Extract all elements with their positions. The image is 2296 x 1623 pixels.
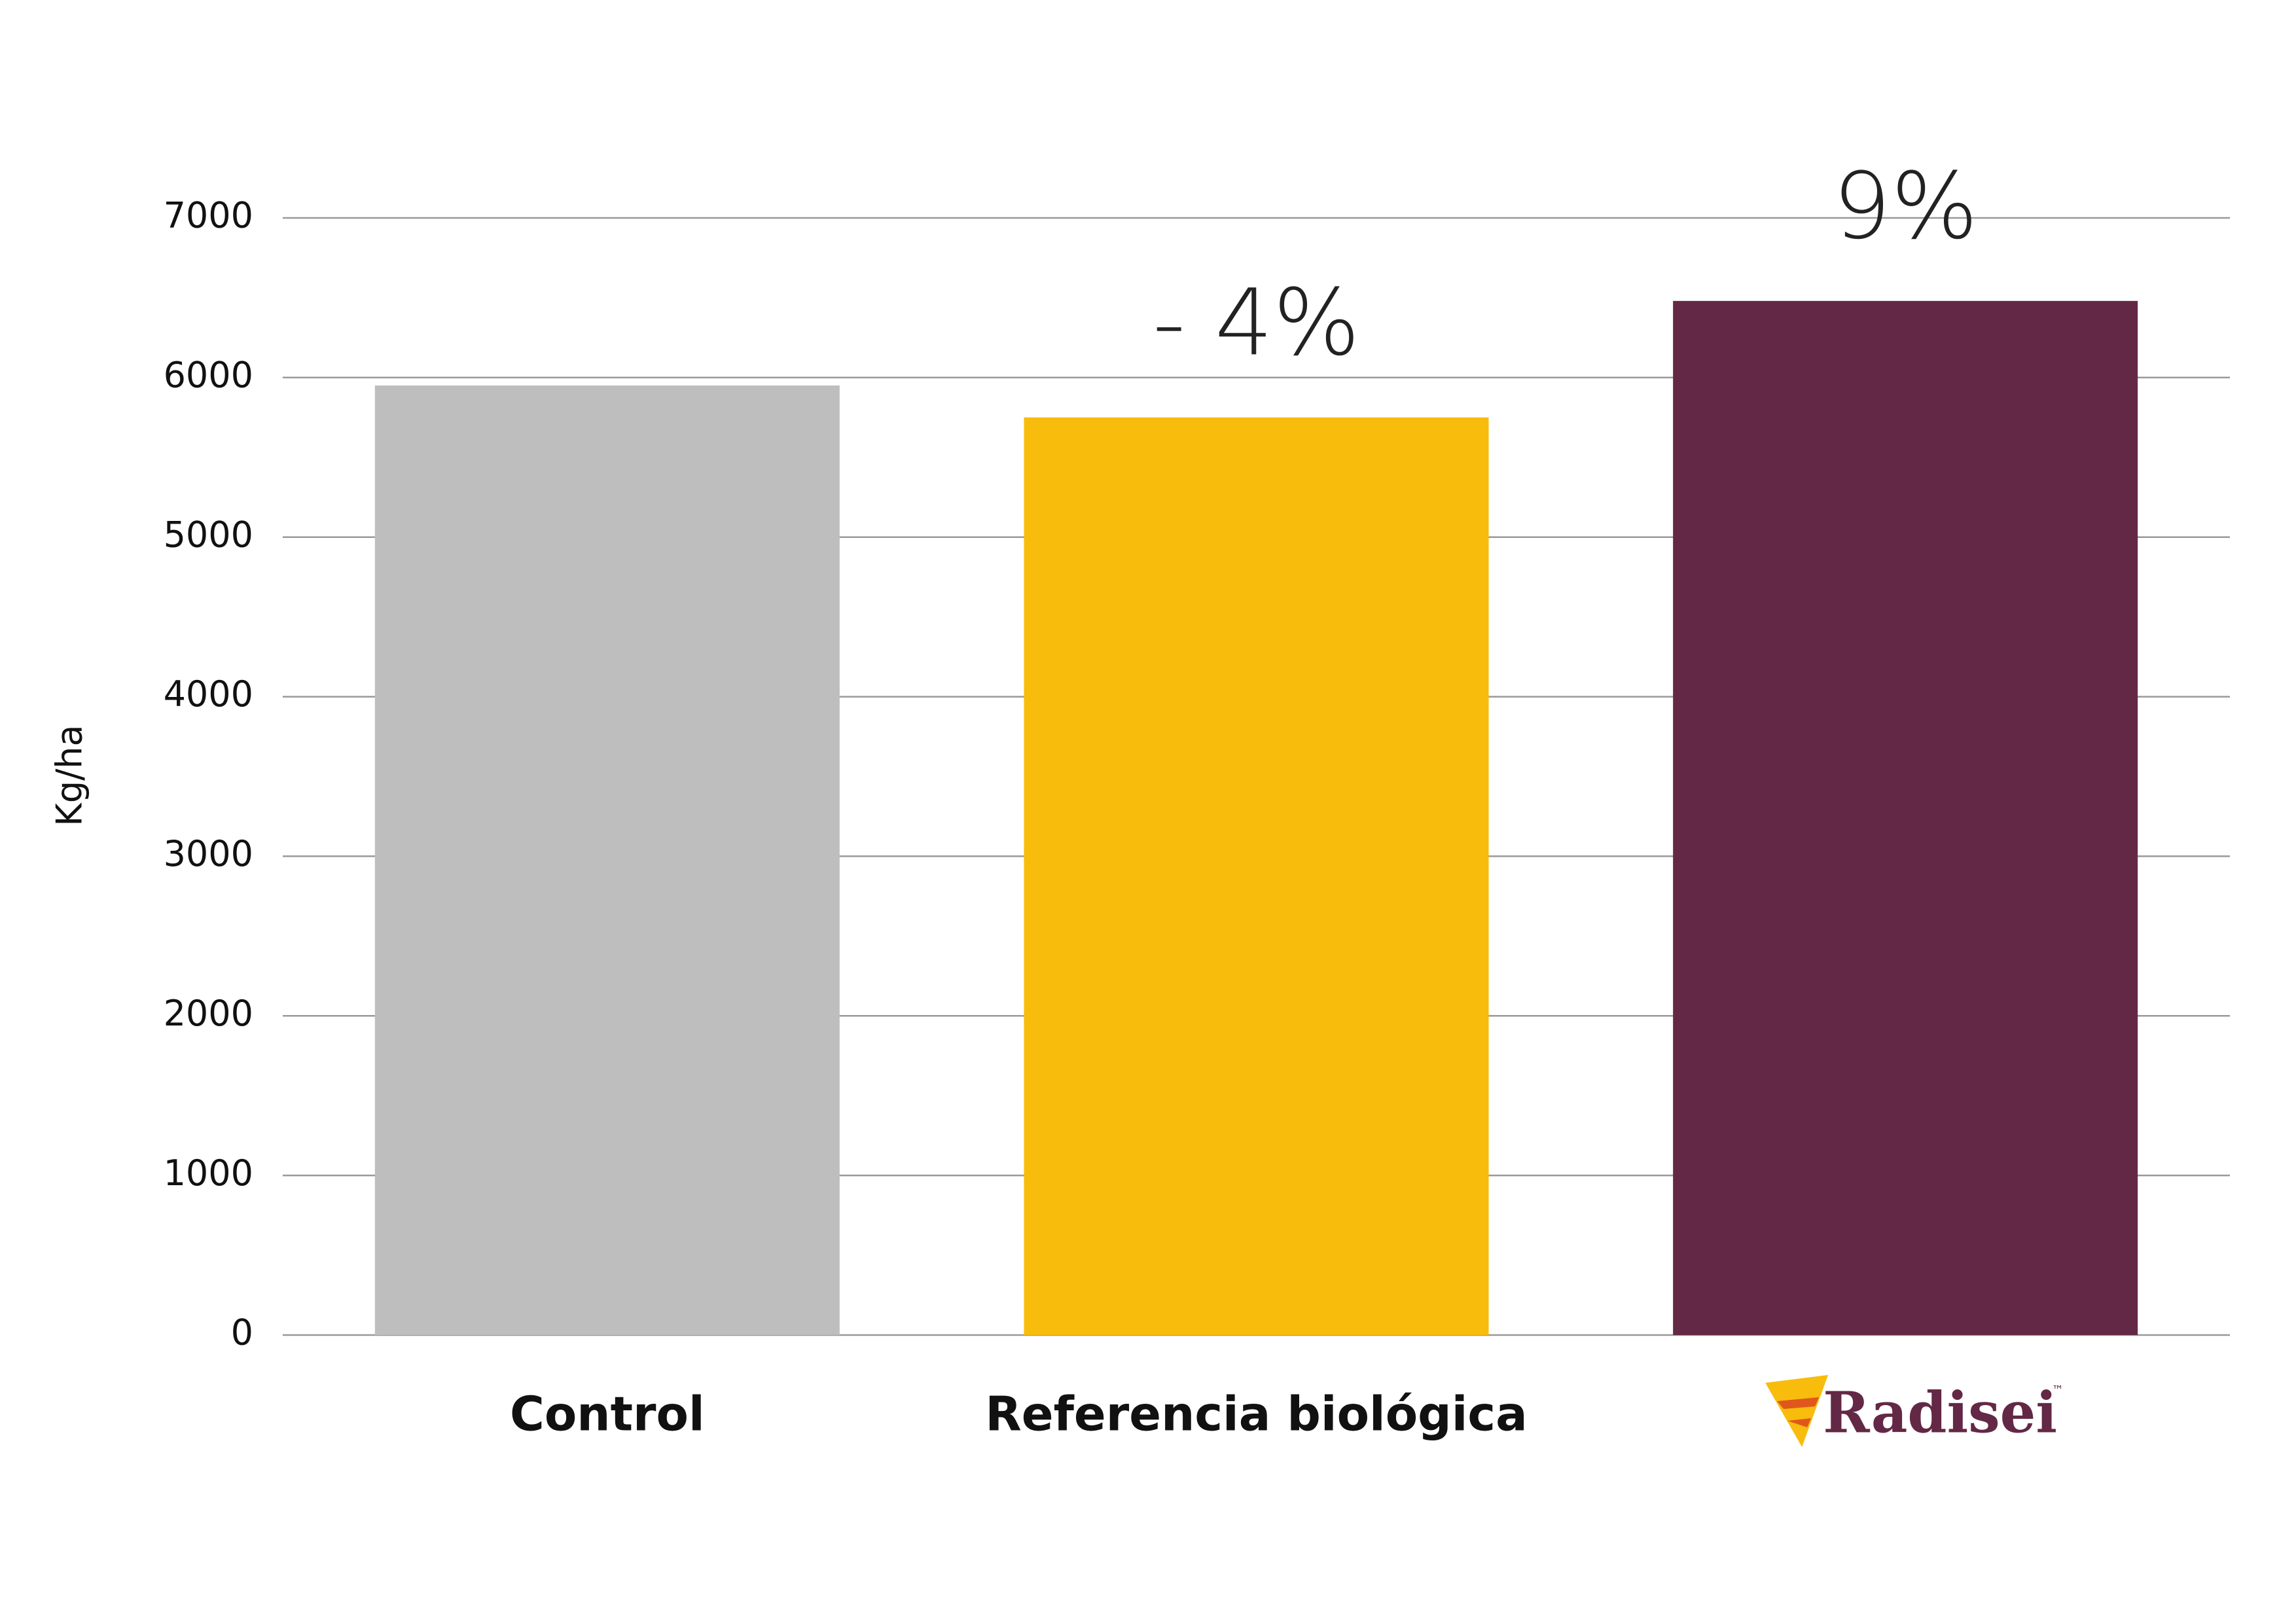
- y-tick-label: 5000: [164, 514, 253, 555]
- bar: [1673, 300, 2138, 1336]
- bar: [1024, 417, 1489, 1335]
- y-tick-label: 2000: [164, 993, 253, 1034]
- y-tick-label: 1000: [164, 1152, 253, 1194]
- x-tick-label: Radisei: [1823, 1380, 2057, 1446]
- logo-icon: [1765, 1375, 1829, 1447]
- y-tick-label: 4000: [164, 673, 253, 715]
- y-tick-label: 3000: [164, 833, 253, 874]
- y-tick-label: 7000: [164, 195, 253, 236]
- y-tick-label: 6000: [164, 354, 253, 395]
- y-tick-label: 0: [231, 1312, 253, 1353]
- annotation: - 4%: [1153, 270, 1360, 376]
- logo-icon-stripe: [1777, 1397, 1820, 1427]
- annotation: 9%: [1833, 153, 1978, 260]
- x-tick-label: Control: [510, 1387, 705, 1442]
- trademark: ™: [2052, 1383, 2064, 1397]
- x-tick-label: Referencia biológica: [985, 1387, 1527, 1442]
- y-axis-label: Kg/ha: [49, 724, 90, 826]
- bar: [374, 385, 840, 1335]
